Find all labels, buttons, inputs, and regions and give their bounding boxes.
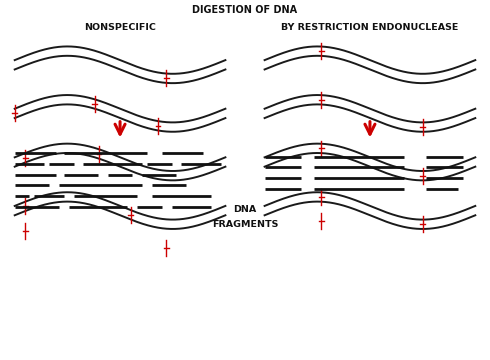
Text: FRAGMENTS: FRAGMENTS — [212, 220, 278, 229]
Text: DIGESTION OF DNA: DIGESTION OF DNA — [193, 5, 297, 15]
Text: NONSPECIFIC: NONSPECIFIC — [84, 23, 156, 32]
Text: DNA: DNA — [233, 205, 257, 214]
Text: BY RESTRICTION ENDONUCLEASE: BY RESTRICTION ENDONUCLEASE — [281, 23, 459, 32]
